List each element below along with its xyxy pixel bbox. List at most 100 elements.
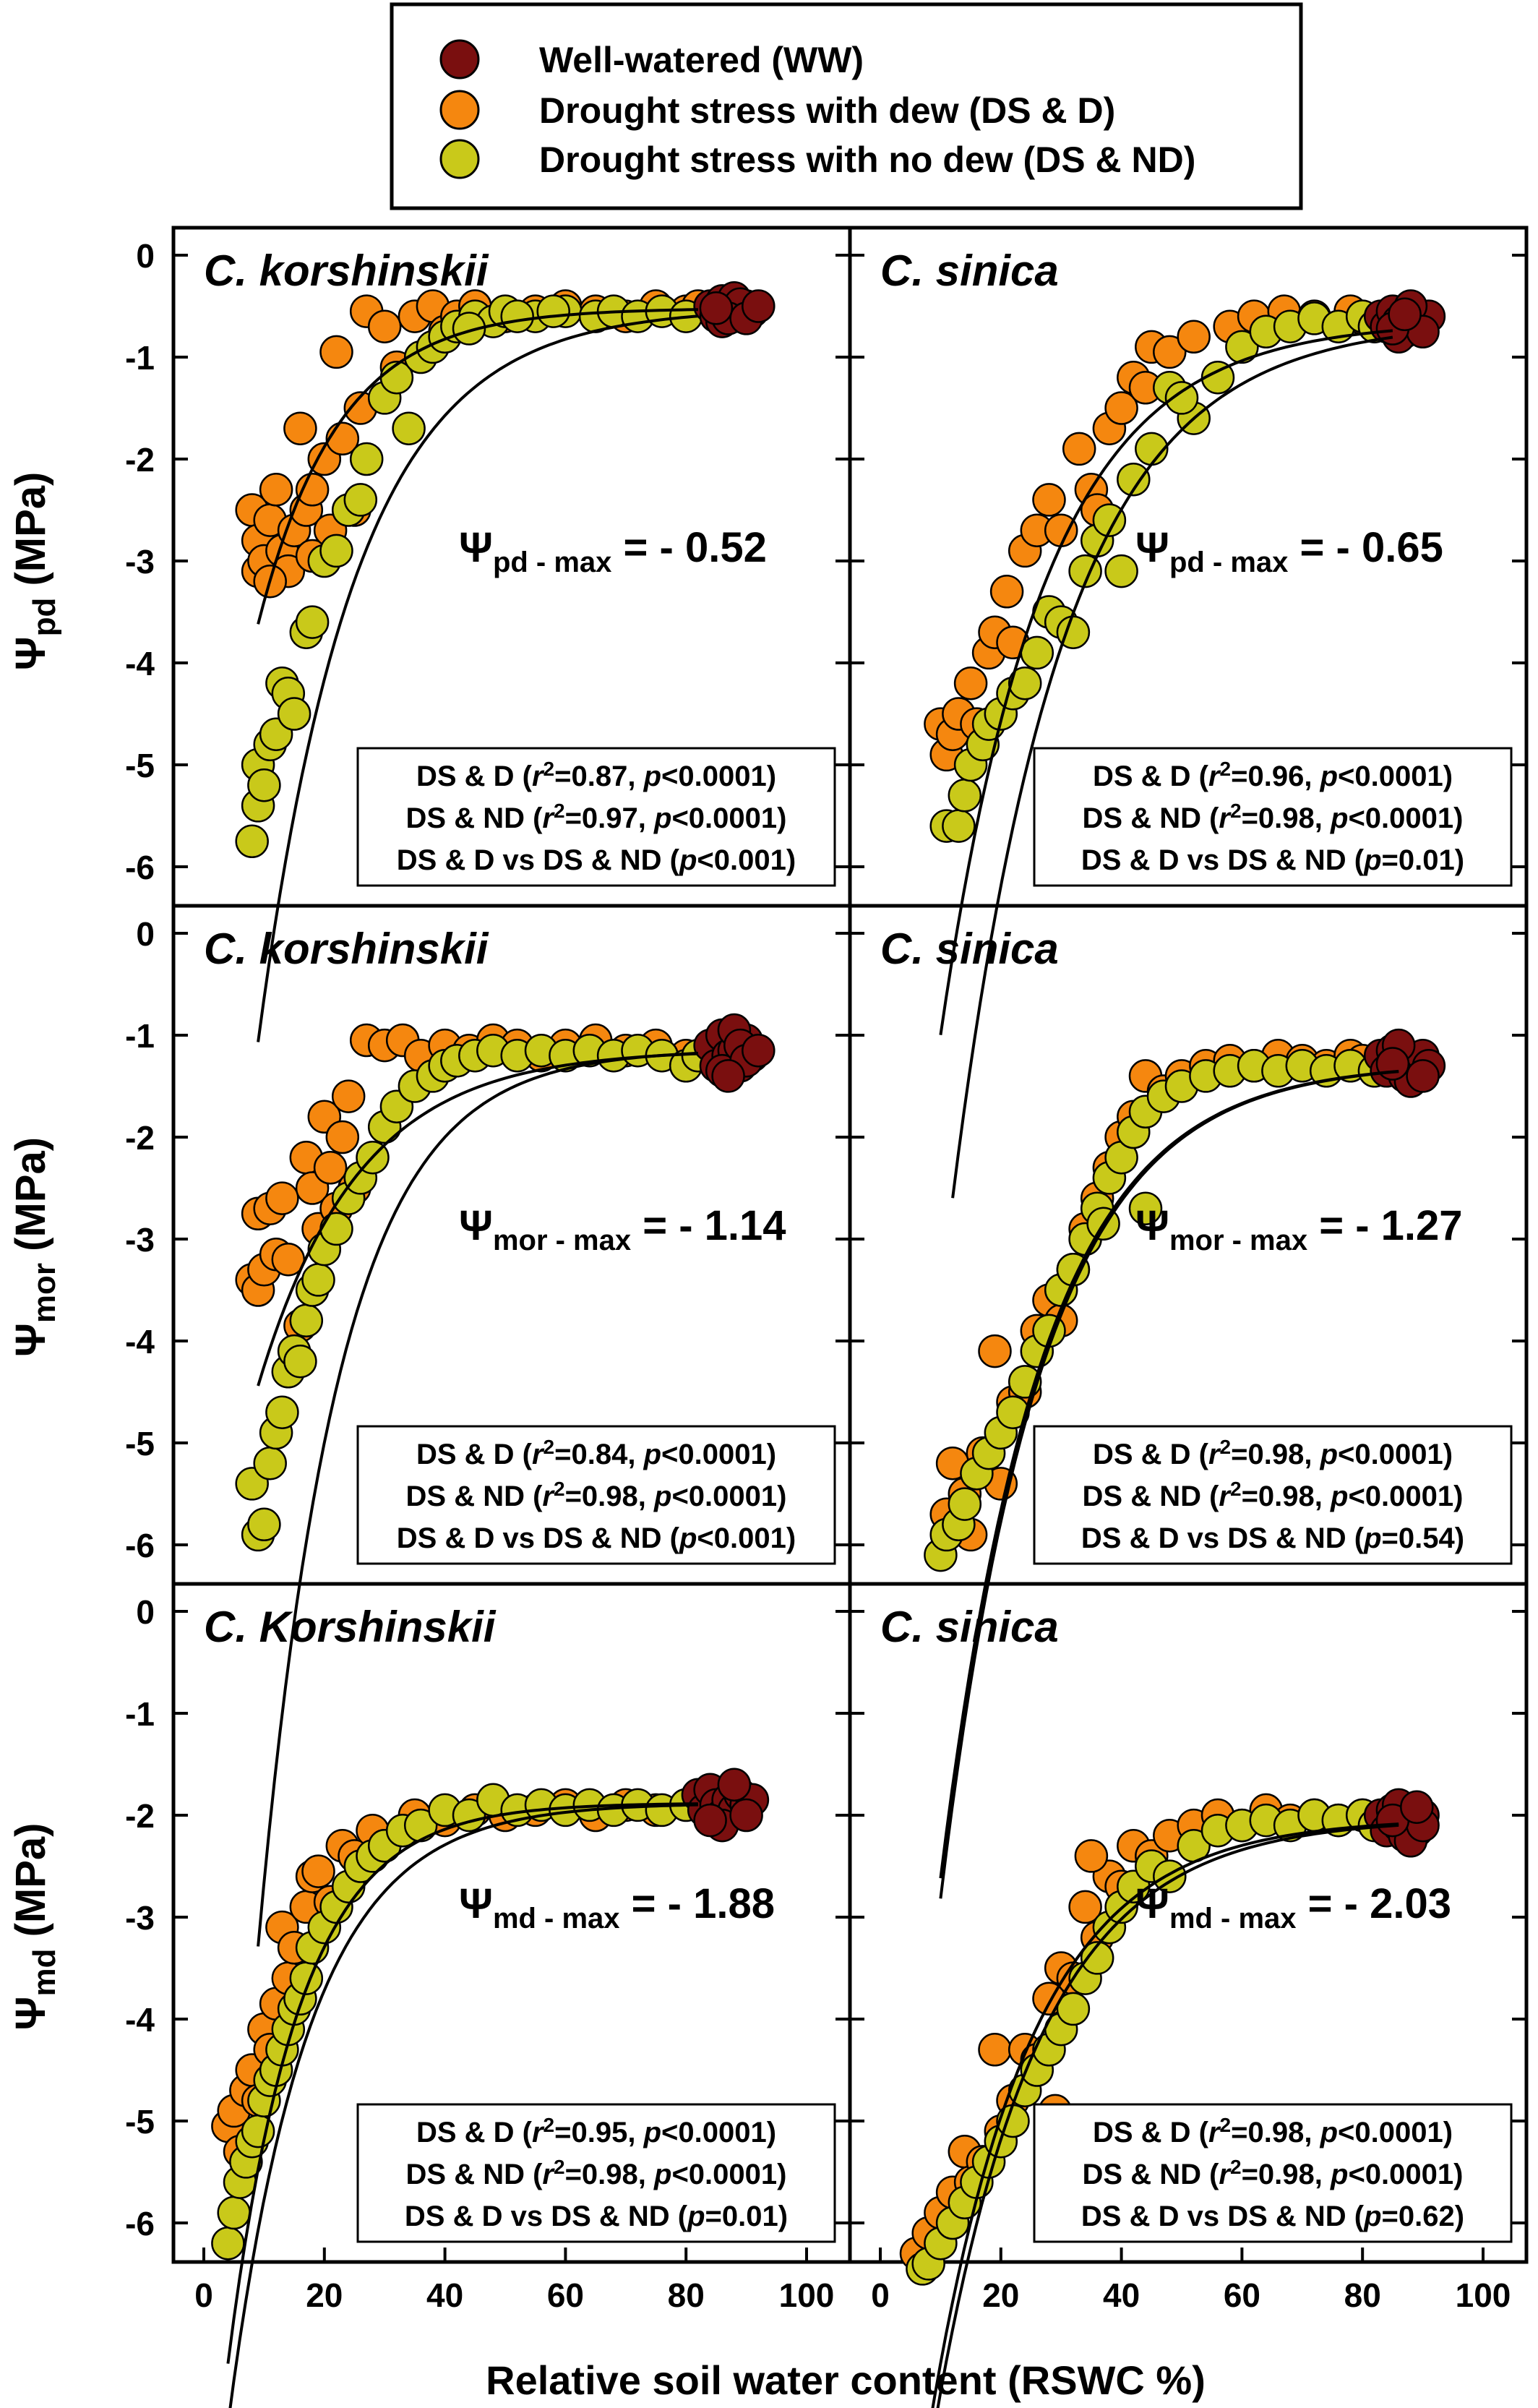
y-tick-label: -6 <box>125 849 155 886</box>
r-symbol: r <box>542 2159 555 2190</box>
point-ds-nd <box>1008 666 1042 700</box>
y-tick-label: 0 <box>136 1593 155 1631</box>
max-annotation: Ψmor - max = - 1.27 <box>1135 1202 1463 1256</box>
fit-curve-ds-nd <box>228 1803 698 2408</box>
stats-line: DS & ND (r2=0.98, p<0.0001) <box>1083 800 1464 834</box>
point-ds-nd <box>265 1395 299 1429</box>
panels: -1 -2 -3 -4 -5 -6 0 C. korshinskii Ψpd - max = -… <box>125 226 1529 2408</box>
x-tick-label: 60 <box>1224 2276 1260 2314</box>
point-ds-nd <box>1056 1992 1091 2026</box>
stats-prefix: DS & D vs DS & ND ( <box>1081 1522 1365 1554</box>
r-superscript: 2 <box>554 1478 565 1500</box>
p-value: <0.0001) <box>671 2159 786 2190</box>
r2-value: =0.97, <box>565 802 654 834</box>
p-symbol: p <box>643 2117 661 2148</box>
stats-line: DS & D vs DS & ND (p=0.62) <box>1081 2201 1464 2232</box>
point-ds-nd <box>211 2226 245 2261</box>
point-ds-d <box>1068 1890 1102 1924</box>
stats-prefix: DS & ND ( <box>406 2159 544 2190</box>
p-value: =0.01) <box>705 2201 789 2232</box>
y-tick-label: 0 <box>136 237 155 275</box>
legend: Well-watered (WW) Drought stress with de… <box>390 2 1303 210</box>
point-ds-nd <box>1200 360 1235 395</box>
p-symbol: p <box>653 2159 671 2190</box>
point-ds-nd <box>343 483 378 517</box>
point-ww <box>693 1803 727 1838</box>
point-ds-d <box>953 666 988 700</box>
p-symbol: p <box>679 1522 697 1554</box>
stats-prefix: DS & D vs DS & ND ( <box>397 844 680 876</box>
point-ds-d <box>295 473 330 507</box>
stats-prefix: DS & D vs DS & ND ( <box>397 1522 680 1554</box>
panel-c-sinica-5: 0 20 40 60 80 100 C. sinica Ψmd - max = - 2.03 D… <box>848 1582 1529 2408</box>
r-symbol: r <box>532 760 545 792</box>
point-ds-d <box>325 1120 360 1154</box>
max-value: = - 1.27 <box>1307 1202 1462 1249</box>
r-superscript: 2 <box>544 758 555 780</box>
y-tick-label: -1 <box>125 339 155 377</box>
legend-item-ds-nd: Drought stress with no dew (DS & ND) <box>439 139 1195 180</box>
p-value: <0.0001) <box>1348 2159 1463 2190</box>
max-annotation: Ψmd - max = - 1.88 <box>459 1880 775 1934</box>
point-ww <box>1388 297 1422 332</box>
stats-prefix: DS & ND ( <box>1083 2159 1220 2190</box>
y-tick-label: -6 <box>125 2205 155 2242</box>
p-symbol: p <box>1330 2159 1348 2190</box>
point-ds-nd <box>1104 554 1138 588</box>
p-value: <0.0001) <box>671 1481 786 1512</box>
fit-curve-ds-nd <box>936 1823 1399 2408</box>
point-ds-nd <box>452 312 486 346</box>
stats-prefix: DS & ND ( <box>406 802 544 834</box>
r-symbol: r <box>1219 802 1232 834</box>
stats-prefix: DS & ND ( <box>406 1481 544 1512</box>
fit-curve-ds-d <box>931 1822 1399 2408</box>
y-tick-label: -4 <box>125 2001 155 2039</box>
r-superscript: 2 <box>1220 1436 1232 1458</box>
p-symbol: p <box>1330 1481 1348 1512</box>
r-superscript: 2 <box>1230 1478 1242 1500</box>
p-symbol: p <box>653 802 671 834</box>
psi-subscript: mor - max <box>493 1225 631 1256</box>
legend-label-ds-nd: Drought stress with no dew (DS & ND) <box>539 140 1195 180</box>
p-value: <0.0001) <box>1338 1439 1453 1470</box>
p-symbol: p <box>1320 1439 1338 1470</box>
stats-prefix: DS & D ( <box>1093 1439 1209 1470</box>
x-tick-label: 0 <box>871 2276 890 2314</box>
y-axis-title-pd: Ψpd (MPa) <box>7 472 62 671</box>
y-tick-label: -1 <box>125 1695 155 1733</box>
stats-line: DS & D (r2=0.96, p<0.0001) <box>1093 758 1453 792</box>
r-superscript: 2 <box>554 800 565 822</box>
x-tick-label: 20 <box>306 2276 343 2314</box>
p-symbol: p <box>1330 802 1348 834</box>
point-ww <box>742 1033 776 1068</box>
stats-line: DS & ND (r2=0.98, p<0.0001) <box>406 2156 787 2190</box>
panel-title: C. sinica <box>880 925 1059 973</box>
p-symbol: p <box>679 844 697 876</box>
point-ds-nd <box>1020 635 1054 670</box>
y-tick-label: -5 <box>125 2103 155 2141</box>
max-value: = - 1.88 <box>620 1880 775 1927</box>
max-value: = - 2.03 <box>1297 1880 1451 1927</box>
stats-box <box>356 747 836 887</box>
legend-marker-ww <box>439 39 480 80</box>
stats-prefix: DS & D ( <box>416 1439 533 1470</box>
psi-symbol: Ψ <box>1135 524 1169 571</box>
y-tick-label: -5 <box>125 1425 155 1462</box>
stats-line: DS & D (r2=0.87, p<0.0001) <box>416 758 776 792</box>
stats-box <box>1033 747 1513 887</box>
fit-curve-ds-d <box>226 1802 698 2364</box>
panel-title: C. korshinskii <box>204 925 489 973</box>
point-ds-nd <box>247 1507 281 1542</box>
p-value: <0.0001) <box>1338 2117 1453 2148</box>
fit-curve-ds-nd <box>257 314 699 1042</box>
stats-line: DS & D (r2=0.98, p<0.0001) <box>1093 2114 1453 2148</box>
point-ds-d <box>259 473 293 507</box>
point-ds-d <box>1153 335 1187 369</box>
x-tick-label: 40 <box>426 2276 463 2314</box>
stats-line: DS & D vs DS & ND (p=0.01) <box>1081 844 1464 876</box>
point-ds-nd <box>349 442 384 476</box>
point-ds-d <box>978 1334 1012 1368</box>
